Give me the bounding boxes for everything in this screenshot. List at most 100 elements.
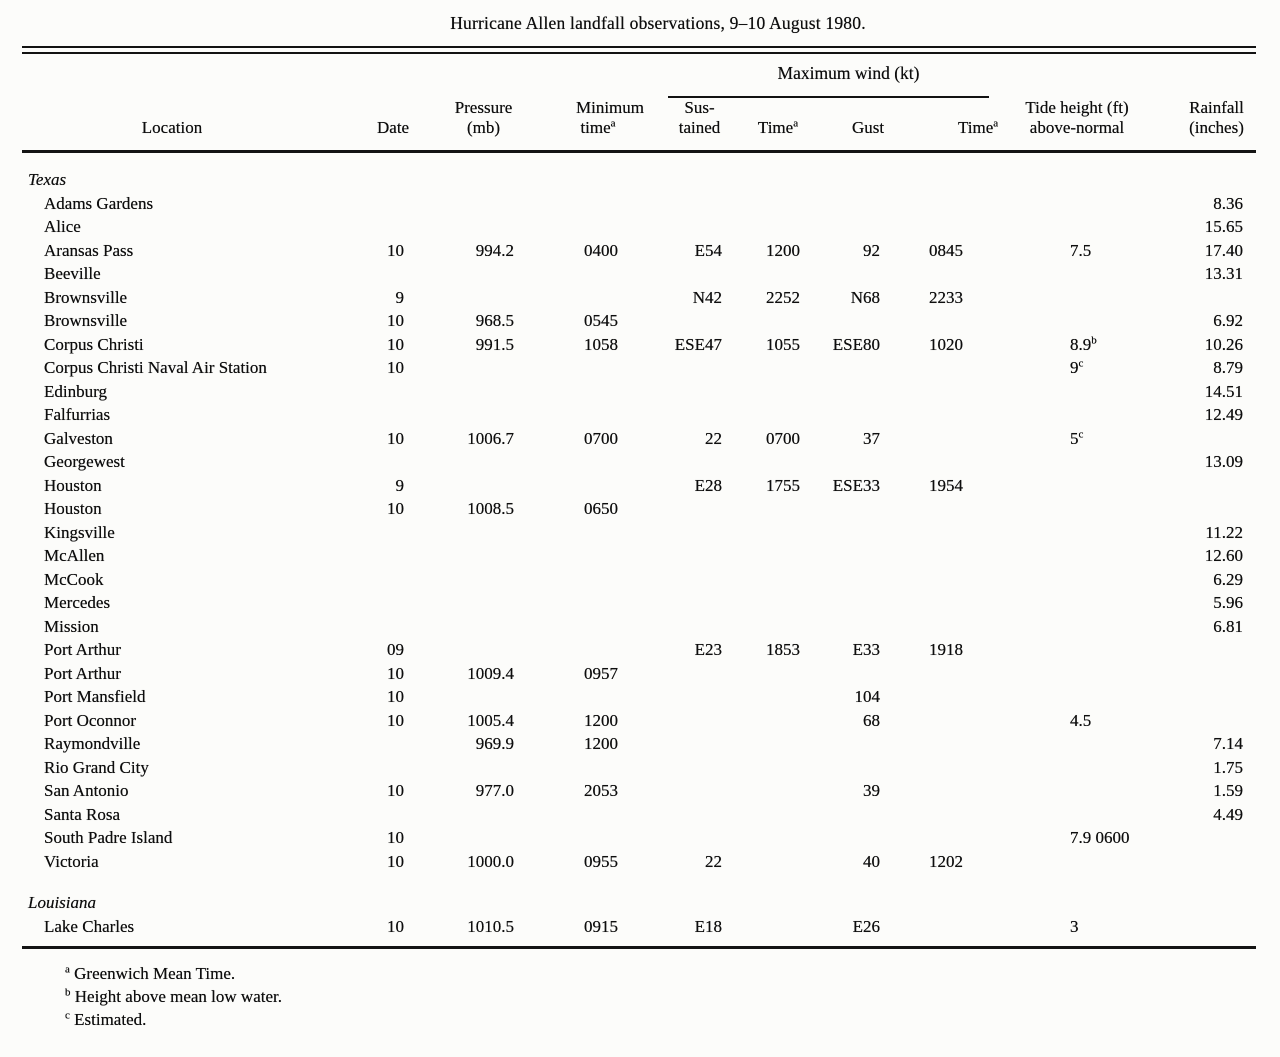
table-row: Port Arthur 10 1009.4 0957 xyxy=(22,662,1256,686)
cell-location: Adams Gardens xyxy=(44,193,154,213)
cell-location: Santa Rosa xyxy=(44,804,121,824)
cell-min_time xyxy=(516,474,620,498)
cell-sustained: E54 xyxy=(694,240,722,260)
cell-pressure xyxy=(406,568,516,592)
section-label: Texas xyxy=(28,170,67,189)
cell-tide xyxy=(967,615,1157,639)
cell-rainfall: 4.49 xyxy=(1213,804,1243,824)
table-row: Lake Charles 10 1010.5 0915 E18 E26 3 xyxy=(22,915,1256,939)
cell-sustained xyxy=(620,803,724,827)
cell-time1 xyxy=(724,356,802,380)
cell-sustained xyxy=(620,615,724,639)
cell-pressure xyxy=(406,756,516,780)
cell-date xyxy=(342,732,406,756)
cell-pressure: 1008.5 xyxy=(467,499,514,518)
cell-time2 xyxy=(882,356,967,380)
cell-pressure xyxy=(406,262,516,286)
column-header-sustained: Sus-tained xyxy=(620,98,724,153)
cell-rainfall: 10.26 xyxy=(1204,334,1243,354)
cell-date: 10 xyxy=(387,781,404,800)
cell-rainfall xyxy=(1157,427,1256,451)
cell-sustained xyxy=(620,309,724,333)
cell-min_time xyxy=(516,803,620,827)
cell-gust xyxy=(802,568,882,592)
cell-time2 xyxy=(882,427,967,451)
cell-gust: E26 xyxy=(852,916,880,936)
cell-date xyxy=(342,568,406,592)
cell-gust xyxy=(802,803,882,827)
cell-date: 09 xyxy=(387,640,404,659)
cell-time2 xyxy=(882,591,967,615)
cell-time2 xyxy=(882,662,967,686)
cell-gust: 104 xyxy=(854,687,881,706)
cell-min_time xyxy=(516,568,620,592)
cell-gust: 39 xyxy=(863,781,880,800)
cell-date: 10 xyxy=(387,710,404,730)
cell-date xyxy=(342,262,406,286)
cell-gust: ESE33 xyxy=(832,475,880,495)
cell-time1: 1055 xyxy=(766,334,800,354)
cell-min_time xyxy=(516,286,620,310)
cell-sustained xyxy=(620,192,724,216)
cell-rainfall xyxy=(1157,709,1256,733)
cell-pressure xyxy=(406,826,516,850)
cell-rainfall: 8.79 xyxy=(1213,358,1243,377)
cell-sustained xyxy=(620,403,724,427)
table-title: Hurricane Allen landfall observations, 9… xyxy=(450,13,866,33)
cell-date xyxy=(342,380,406,404)
cell-date: 10 xyxy=(387,240,404,260)
cell-pressure xyxy=(406,192,516,216)
cell-sustained xyxy=(620,497,724,521)
table-row: Santa Rosa 4.49 xyxy=(22,803,1256,827)
table-row: Mission 6.81 xyxy=(22,615,1256,639)
cell-pressure xyxy=(406,803,516,827)
cell-time1 xyxy=(724,262,802,286)
cell-date xyxy=(342,803,406,827)
cell-location: Port Mansfield xyxy=(44,687,146,706)
cell-pressure: 1006.7 xyxy=(467,428,514,448)
cell-rainfall xyxy=(1157,286,1256,310)
cell-time2 xyxy=(882,497,967,521)
section-label: Louisiana xyxy=(28,893,97,912)
cell-time2 xyxy=(882,615,967,639)
cell-sustained xyxy=(620,215,724,239)
cell-rainfall xyxy=(1157,915,1256,939)
cell-location: South Padre Island xyxy=(44,828,173,847)
cell-time1 xyxy=(724,915,802,939)
cell-date: 10 xyxy=(387,687,404,706)
table-row: Rio Grand City 1.75 xyxy=(22,756,1256,780)
cell-tide xyxy=(967,756,1157,780)
cell-time2 xyxy=(882,779,967,803)
cell-date: 10 xyxy=(387,851,404,871)
cell-rainfall: 6.92 xyxy=(1213,311,1243,330)
cell-time1 xyxy=(724,544,802,568)
cell-pressure: 968.5 xyxy=(475,311,514,330)
wind-group-header: Maximum wind (kt) xyxy=(620,54,989,98)
cell-tide xyxy=(967,544,1157,568)
footnote-marker: c xyxy=(65,1009,70,1022)
cell-sustained: E23 xyxy=(694,640,722,659)
table-row: Raymondville 969.9 1200 7.14 xyxy=(22,732,1256,756)
cell-tide: 7.9 0600 xyxy=(1070,828,1130,847)
cell-min_time: 1200 xyxy=(584,710,618,730)
cell-min_time xyxy=(516,262,620,286)
cell-min_time xyxy=(516,356,620,380)
cell-min_time: 0650 xyxy=(584,499,618,518)
column-header-pressure: Pressure (mb) xyxy=(406,98,516,153)
table-row: Galveston 10 1006.7 0700 22 0700 37 5c xyxy=(22,427,1256,451)
cell-time1 xyxy=(724,685,802,709)
cell-rainfall xyxy=(1157,685,1256,709)
cell-rainfall xyxy=(1157,497,1256,521)
cell-sustained: 22 xyxy=(705,428,722,448)
cell-date: 10 xyxy=(387,334,404,354)
cell-sustained xyxy=(620,709,724,733)
table-header: Maximum wind (kt) Location Date Pressure (mb… xyxy=(22,54,1256,153)
cell-tide: 7.5 xyxy=(1070,240,1092,260)
cell-location: Mercedes xyxy=(44,593,111,612)
cell-rainfall: 11.22 xyxy=(1205,522,1243,542)
table-row: McAllen 12.60 xyxy=(22,544,1256,568)
footnotes: a Greenwich Mean Time. b Height above me… xyxy=(22,962,1256,1031)
table-row: Port Mansfield 10 104 xyxy=(22,685,1256,709)
cell-location: Alice xyxy=(44,217,81,236)
cell-time1 xyxy=(724,450,802,474)
